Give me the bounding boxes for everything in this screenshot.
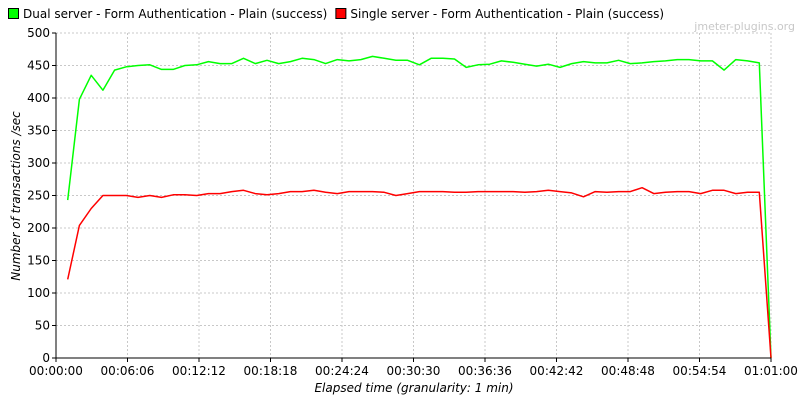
x-tick-label: 00:24:24	[315, 364, 369, 378]
x-tick-label: 00:18:18	[244, 364, 298, 378]
legend-label: Dual server - Form Authentication - Plai…	[23, 7, 327, 21]
x-tick-label: 00:00:00	[29, 364, 83, 378]
x-tick-label: 00:54:54	[673, 364, 727, 378]
legend-swatch	[8, 8, 19, 19]
y-tick-label: 250	[27, 189, 50, 203]
y-axis-title: Number of transactions /sec	[9, 111, 23, 281]
x-tick-label: 00:06:06	[101, 364, 155, 378]
x-axis-ticks: 00:00:00 00:06:06 00:12:12 00:18:18 00:24:24…	[29, 358, 798, 378]
x-tick-label: 00:30:30	[387, 364, 441, 378]
y-tick-label: 400	[27, 91, 50, 105]
legend-swatch	[335, 8, 347, 19]
y-tick-label: 50	[35, 319, 50, 333]
x-axis-title: Elapsed time (granularity: 1 min)	[314, 381, 513, 395]
legend-label: Single server - Form Authentication - Pl…	[350, 7, 664, 21]
series-line-1	[66, 186, 772, 359]
y-tick-label: 300	[27, 156, 50, 170]
y-tick-label: 350	[27, 124, 50, 138]
series-line-0	[66, 55, 772, 359]
x-tick-label: 00:42:42	[530, 364, 584, 378]
y-tick-label: 500	[27, 26, 50, 40]
y-tick-label: 150	[27, 254, 50, 268]
y-tick-label: 100	[27, 286, 50, 300]
y-tick-label: 0	[42, 351, 50, 365]
x-tick-label: 01:01:00	[744, 364, 798, 378]
series-lines	[66, 55, 772, 359]
y-tick-label: 450	[27, 59, 50, 73]
x-tick-label: 00:48:48	[601, 364, 655, 378]
x-tick-label: 00:36:36	[458, 364, 512, 378]
grid	[56, 32, 772, 358]
x-tick-label: 00:12:12	[172, 364, 226, 378]
y-axis-ticks: 0 50 100 150 200 250 300 350 400 450 500	[27, 26, 56, 365]
watermark-text: jmeter-plugins.org	[693, 20, 795, 33]
legend: Dual server - Form Authentication - Plai…	[8, 7, 664, 21]
y-tick-label: 200	[27, 221, 50, 235]
plot-area	[55, 32, 772, 359]
